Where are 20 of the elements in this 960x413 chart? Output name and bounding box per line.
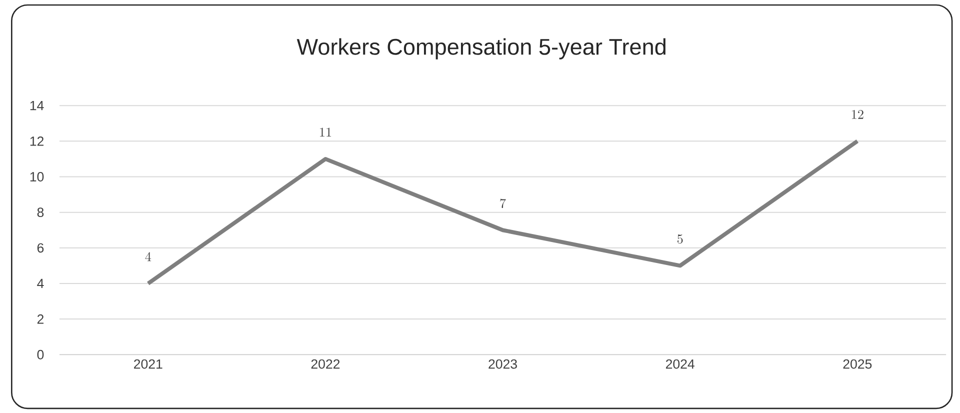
y-tick-label: 14 (30, 100, 44, 110)
y-tick-label: 6 (37, 243, 44, 252)
y-tick-label: 0 (37, 350, 44, 360)
data-label: 7 (500, 198, 506, 208)
data-label: 11 (320, 128, 332, 136)
x-tick-label: 2024 (666, 359, 694, 369)
chart-title: Workers Compensation 5-year Trend (296, 38, 666, 60)
x-tick-label: 2025 (843, 359, 872, 369)
data-label: 12 (852, 110, 864, 119)
x-tick-label: 2023 (488, 359, 517, 369)
line-series (146, 138, 860, 286)
y-tick-label: 10 (30, 172, 44, 182)
data-label: 5 (677, 234, 683, 244)
y-tick-label: 2 (37, 314, 44, 324)
data-label: 4 (145, 252, 152, 261)
x-tick-label: 2022 (311, 359, 340, 369)
x-tick-label: 2021 (134, 359, 162, 369)
y-tick-label: 8 (37, 207, 44, 217)
y-tick-label: 12 (30, 136, 44, 146)
y-tick-label: 4 (37, 278, 44, 288)
